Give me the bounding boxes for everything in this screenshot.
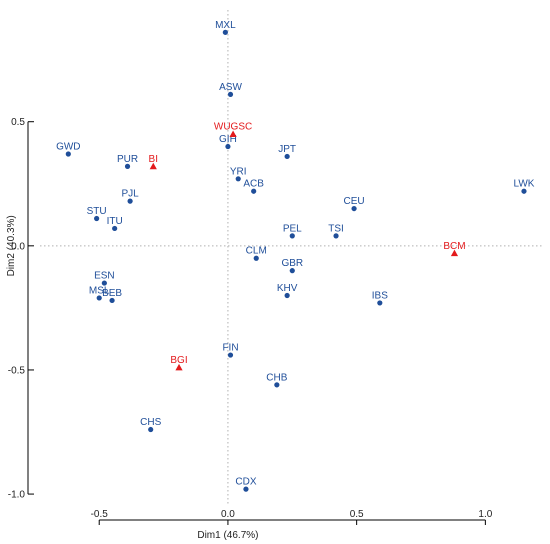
point-label-itu: ITU [107,216,123,227]
source-marker-bi [149,162,157,170]
point-label-acb: ACB [243,179,264,190]
population-point-khv [284,292,290,299]
y-tick-label: 0.5 [11,117,25,128]
point-label-chs: CHS [140,417,161,428]
x-tick-label: 1.0 [478,509,492,520]
population-point-jpt [284,153,290,160]
point-label-gwd: GWD [56,141,80,152]
x-tick-label: 0.0 [221,509,235,520]
population-point-ceu [351,205,357,212]
point-label-chb: CHB [266,372,287,383]
point-label-gih: GIH [219,134,237,145]
population-point-pur [124,163,131,169]
population-point-lwk [521,188,527,194]
y-axis-ticks: -1.0 -0.5 0.0 0.5 [8,117,34,501]
population-point-beb [109,297,115,304]
point-label-pur: PUR [117,154,138,165]
population-point-stu [94,215,100,222]
point-label-mxl: MXL [215,20,236,31]
population-point-msl [96,295,102,301]
point-label-asw: ASW [219,82,242,93]
population-point-clm [253,255,259,261]
y-axis-title: Dim2 (40.3%) [6,215,17,276]
point-label-pel: PEL [283,223,302,234]
point-label-wugsc: WUGSC [214,122,252,133]
y-tick-label: -0.5 [8,365,26,376]
population-point-yri [235,176,241,182]
x-axis-title: Dim1 (46.7%) [197,530,258,541]
point-label-bgi: BGI [170,355,187,366]
point-label-cdx: CDX [235,477,256,488]
point-label-yri: YRI [230,166,247,177]
x-tick-label: -0.5 [91,509,109,520]
population-point-asw [227,91,234,98]
population-point-cdx [243,486,249,492]
population-point-gbr [289,268,295,274]
point-label-khv: KHV [277,283,298,294]
point-label-lwk: LWK [514,179,535,190]
point-label-fin: FIN [222,343,238,354]
population-point-acb [251,188,257,194]
population-point-chb [274,382,280,388]
population-point-pjl [127,198,133,204]
point-label-msl: MSL [89,285,110,296]
point-label-esn: ESN [94,271,115,282]
point-label-clm: CLM [246,246,267,257]
point-label-beb: BEB [102,288,122,299]
x-tick-label: 0.5 [350,509,364,520]
population-point-gih [225,143,231,150]
population-point-itu [112,225,118,232]
point-label-ceu: CEU [344,196,365,207]
point-label-pjl: PJL [121,189,139,200]
source-marker-wugsc [229,130,237,138]
population-point-esn [101,280,107,286]
point-label-stu: STU [87,206,107,217]
point-label-ibs: IBS [372,290,388,301]
point-label-bi: BI [149,154,158,165]
y-tick-label: -1.0 [8,490,26,501]
population-point-chs [148,426,154,433]
population-point-ibs [377,300,383,306]
source-marker-bcm [450,249,459,257]
point-label-jpt: JPT [278,144,296,155]
population-point-gwd [65,151,71,157]
population-point-fin [227,352,234,358]
point-label-gbr: GBR [281,258,303,269]
point-label-bcm: BCM [443,241,465,252]
source-marker-bgi [175,363,183,371]
plot-area: -0.5 0.0 0.5 1.0 -1.0 -0.5 0.0 0.5 MXL ASW GIH GW… [8,10,542,525]
population-point-tsi [333,233,339,239]
point-label-tsi: TSI [328,223,344,234]
y-tick-label: 0.0 [11,241,25,252]
x-axis-ticks: -0.5 0.0 0.5 1.0 [91,509,493,525]
population-point-mxl [222,29,228,35]
population-point-pel [289,233,295,239]
